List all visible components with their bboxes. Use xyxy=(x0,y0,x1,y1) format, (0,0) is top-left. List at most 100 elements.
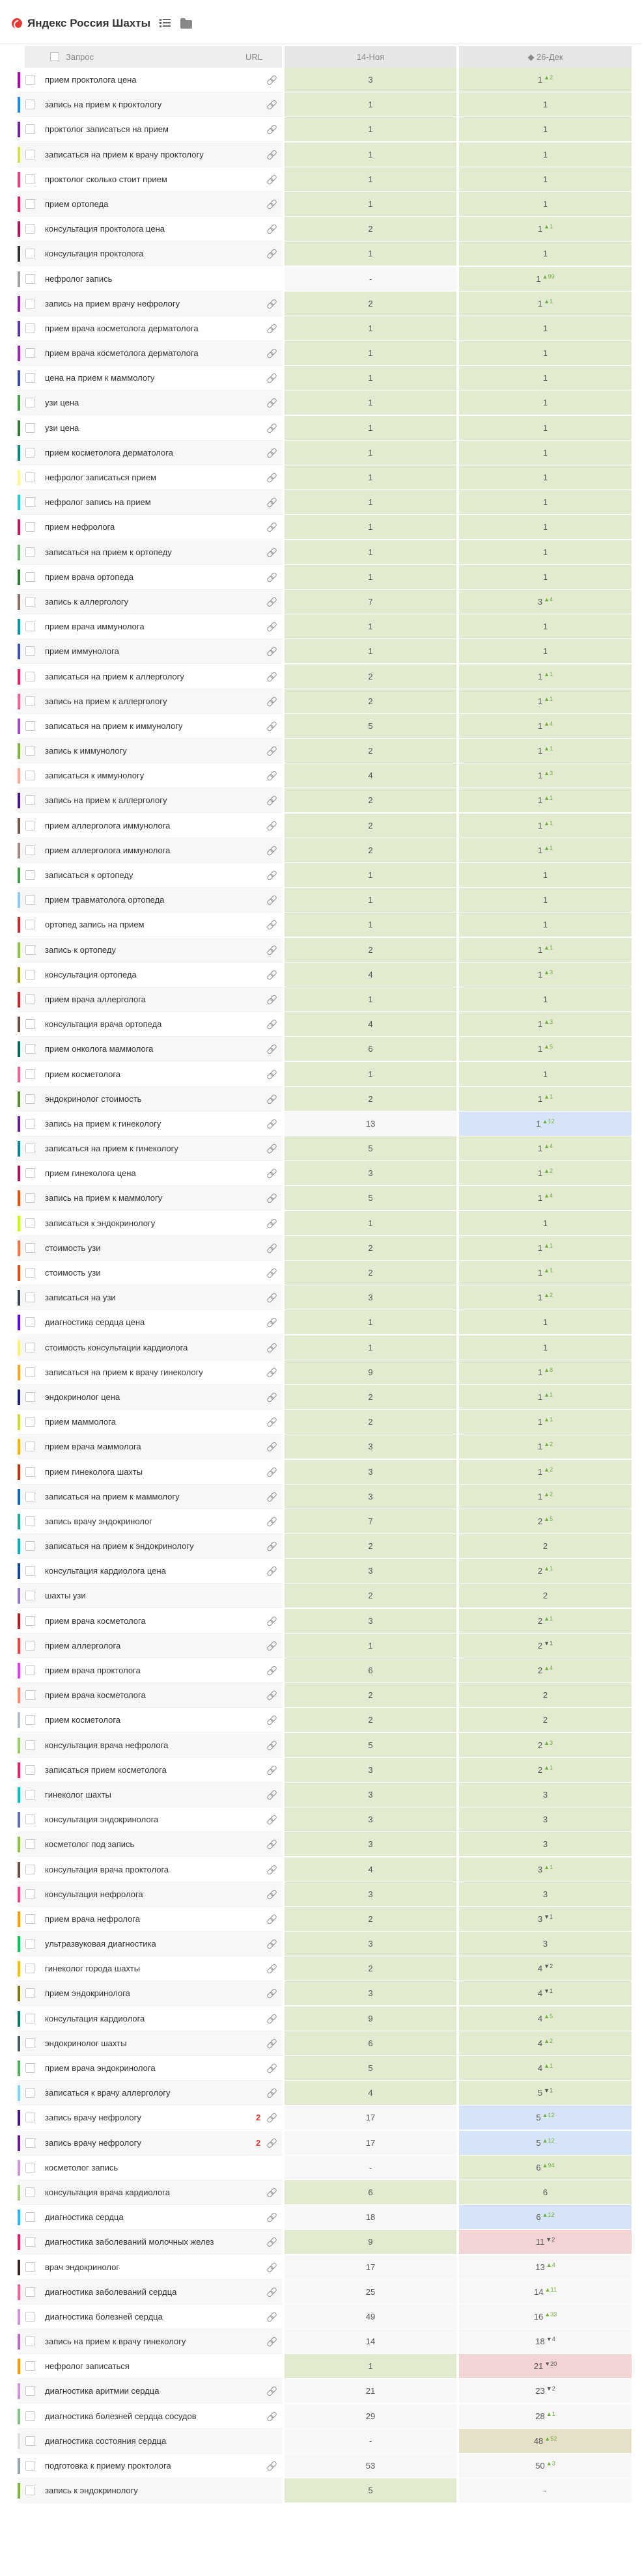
table-row[interactable]: запись на прием к гинекологу 13 1 ▲12 xyxy=(0,1111,642,1136)
link-icon[interactable] xyxy=(267,1492,276,1501)
row-checkbox[interactable] xyxy=(25,2162,35,2172)
link-icon[interactable] xyxy=(267,373,276,382)
row-checkbox[interactable] xyxy=(25,1466,35,1477)
link-icon[interactable] xyxy=(267,1144,276,1153)
table-row[interactable]: прием проктолога цена 3 1 ▲2 xyxy=(0,68,642,92)
row-checkbox[interactable] xyxy=(25,2435,35,2446)
row-checkbox[interactable] xyxy=(25,1591,35,1601)
row-checkbox[interactable] xyxy=(25,2063,35,2073)
row-checkbox[interactable] xyxy=(25,1815,35,1825)
row-checkbox[interactable] xyxy=(25,522,35,532)
query-cell[interactable]: узи цена xyxy=(18,391,282,416)
row-checkbox[interactable] xyxy=(25,149,35,159)
table-row[interactable]: прием онколога маммолога 6 1 ▲5 xyxy=(0,1037,642,1062)
link-icon[interactable] xyxy=(267,1019,276,1028)
date2-column-header[interactable]: ◆ 26-Дек xyxy=(459,46,632,68)
query-cell[interactable]: записаться к врачу аллергологу xyxy=(18,2081,282,2106)
link-icon[interactable] xyxy=(267,1343,276,1352)
table-row[interactable]: прием аллерголога 1 2 ▼1 xyxy=(0,1633,642,1658)
query-cell[interactable]: прием врача косметолога дерматолога xyxy=(18,316,282,341)
query-cell[interactable]: эндокринолог шахты xyxy=(18,2031,282,2056)
row-checkbox[interactable] xyxy=(25,273,35,284)
table-row[interactable]: прием врача косметолога 2 2 xyxy=(0,1683,642,1708)
link-icon[interactable] xyxy=(267,1790,276,1799)
table-row[interactable]: консультация кардиолога 9 4 ▲5 xyxy=(0,2006,642,2031)
row-checkbox[interactable] xyxy=(25,1391,35,1402)
query-cell[interactable]: прием эндокринолога xyxy=(18,1981,282,2007)
row-checkbox[interactable] xyxy=(25,1118,35,1129)
query-cell[interactable]: консультация ортопеда xyxy=(18,962,282,987)
link-icon[interactable] xyxy=(267,473,276,482)
table-row[interactable]: запись к аллергологу 7 3 ▲4 xyxy=(0,589,642,614)
table-row[interactable]: косметолог запись - 6 ▲94 xyxy=(0,2155,642,2180)
row-checkbox[interactable] xyxy=(25,2212,35,2223)
table-row[interactable]: прием аллерголога иммунолога 2 1 ▲1 xyxy=(0,838,642,863)
table-row[interactable]: эндокринолог цена 2 1 ▲1 xyxy=(0,1384,642,1410)
row-checkbox[interactable] xyxy=(25,1193,35,1203)
link-icon[interactable] xyxy=(267,2212,276,2221)
query-cell[interactable]: консультация кардиолога цена xyxy=(18,1559,282,1584)
link-icon[interactable] xyxy=(267,2038,276,2048)
query-cell[interactable]: косметолог под запись xyxy=(18,1832,282,1857)
table-row[interactable]: гинеколог города шахты 2 4 ▼2 xyxy=(0,1956,642,1982)
row-checkbox[interactable] xyxy=(25,795,35,806)
link-icon[interactable] xyxy=(267,423,276,432)
link-icon[interactable] xyxy=(267,398,276,407)
link-icon[interactable] xyxy=(267,2312,276,2321)
table-row[interactable]: прием врача иммунолога 1 1 xyxy=(0,614,642,640)
folder-icon[interactable] xyxy=(180,18,193,29)
query-cell[interactable]: прием врача косметолога дерматолога xyxy=(18,341,282,366)
link-icon[interactable] xyxy=(267,1939,276,1948)
table-row[interactable]: записаться к эндокринологу 1 1 xyxy=(0,1211,642,1236)
query-cell[interactable]: консультация врача нефролога xyxy=(18,1733,282,1758)
table-row[interactable]: прием аллерголога иммунолога 2 1 ▲1 xyxy=(0,813,642,838)
link-icon[interactable] xyxy=(267,920,276,929)
query-cell[interactable]: врач эндокринолог xyxy=(18,2254,282,2280)
row-checkbox[interactable] xyxy=(25,671,35,681)
link-icon[interactable] xyxy=(267,821,276,830)
table-row[interactable]: запись к ортопеду 2 1 ▲1 xyxy=(0,937,642,963)
query-cell[interactable]: эндокринолог цена xyxy=(18,1384,282,1410)
link-icon[interactable] xyxy=(267,2138,276,2147)
table-row[interactable]: консультация врача проктолога 4 3 ▲1 xyxy=(0,1857,642,1882)
link-icon[interactable] xyxy=(267,448,276,457)
link-icon[interactable] xyxy=(267,870,276,879)
row-checkbox[interactable] xyxy=(25,1417,35,1427)
link-icon[interactable] xyxy=(267,572,276,581)
row-checkbox[interactable] xyxy=(25,1864,35,1874)
link-icon[interactable] xyxy=(267,2014,276,2023)
link-icon[interactable] xyxy=(267,845,276,855)
row-checkbox[interactable] xyxy=(25,348,35,359)
row-checkbox[interactable] xyxy=(25,224,35,234)
query-cell[interactable]: нефролог запись на прием xyxy=(18,490,282,515)
row-checkbox[interactable] xyxy=(25,2386,35,2396)
table-row[interactable]: эндокринолог стоимость 2 1 ▲1 xyxy=(0,1086,642,1112)
row-checkbox[interactable] xyxy=(25,920,35,930)
link-icon[interactable] xyxy=(267,945,276,954)
row-checkbox[interactable] xyxy=(25,870,35,880)
table-row[interactable]: диагностика заболеваний молочных желез 9 1… xyxy=(0,2230,642,2255)
table-row[interactable]: нефролог записаться прием 1 1 xyxy=(0,465,642,490)
row-checkbox[interactable] xyxy=(25,473,35,482)
row-checkbox[interactable] xyxy=(25,2461,35,2471)
table-row[interactable]: запись на прием к врачу гинекологу 14 18 ▼4 xyxy=(0,2329,642,2355)
query-cell[interactable]: прием косметолога дерматолога xyxy=(18,440,282,465)
row-checkbox[interactable] xyxy=(25,447,35,458)
table-row[interactable]: диагностика болезней сердца 49 16 ▲33 xyxy=(0,2304,642,2329)
link-icon[interactable] xyxy=(267,1641,276,1650)
query-cell[interactable]: эндокринолог стоимость xyxy=(18,1086,282,1112)
query-cell[interactable]: консультация проктолога цена xyxy=(18,217,282,242)
query-cell[interactable]: гинеколог шахты xyxy=(18,1782,282,1807)
query-cell[interactable]: запись на прием врачу нефрологу xyxy=(18,291,282,316)
table-row[interactable]: запись врачу нефрологу 2 17 5 ▲12 xyxy=(0,2105,642,2131)
row-checkbox[interactable] xyxy=(25,1665,35,1675)
link-icon[interactable] xyxy=(267,1467,276,1476)
link-icon[interactable] xyxy=(267,547,276,556)
row-checkbox[interactable] xyxy=(25,199,35,209)
table-row[interactable]: стоимость узи 2 1 ▲1 xyxy=(0,1235,642,1261)
query-cell[interactable]: диагностика болезней сердца сосудов xyxy=(18,2404,282,2429)
table-row[interactable]: запись к эндокринологу 5 - xyxy=(0,2478,642,2504)
link-icon[interactable] xyxy=(267,2237,276,2246)
row-checkbox[interactable] xyxy=(25,2336,35,2347)
table-row[interactable]: стоимость консультации кардиолога 1 1 xyxy=(0,1335,642,1360)
